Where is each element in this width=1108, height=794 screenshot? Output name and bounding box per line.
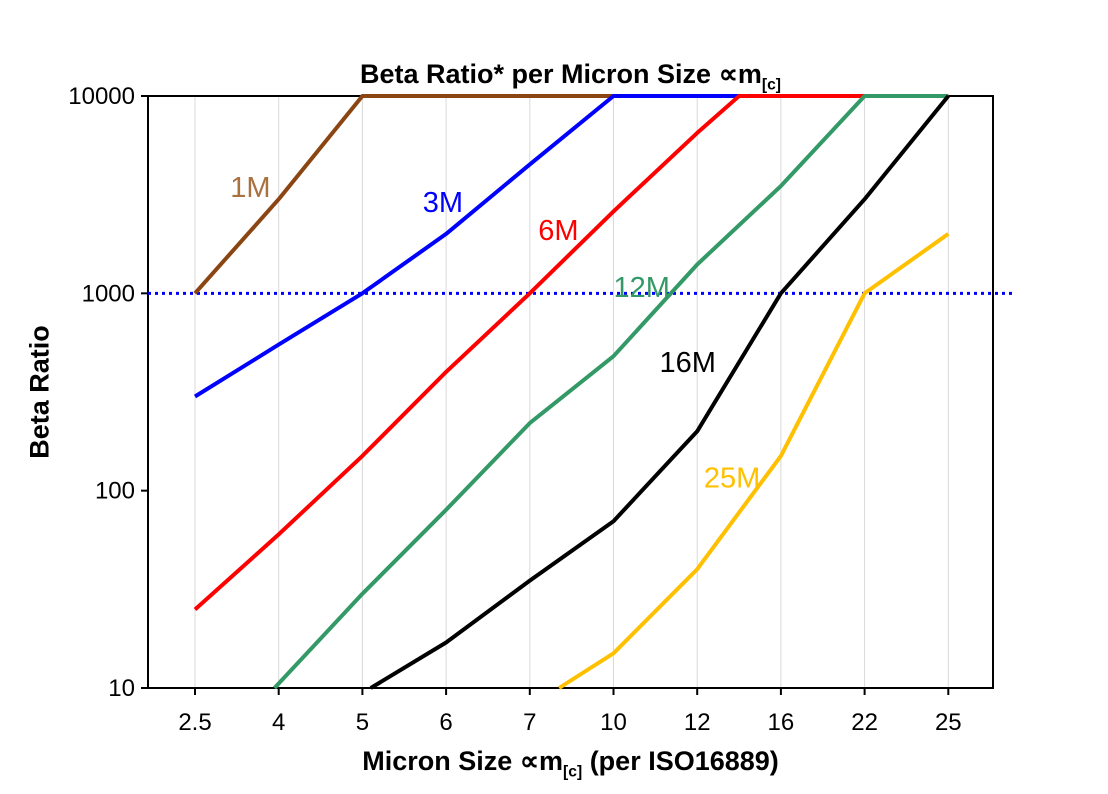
- series-label-6M: 6M: [538, 215, 578, 247]
- series-label-12M: 12M: [614, 272, 670, 304]
- x-tick-label-2.5: 2.5: [178, 709, 211, 736]
- x-axis-title-subscript: [c]: [563, 763, 583, 781]
- y-tick-label-10: 10: [108, 675, 135, 702]
- x-tick-label-7: 7: [523, 709, 536, 736]
- series-line-3M: [193, 94, 949, 399]
- chart-title-text: Beta Ratio* per Micron Size ∝m: [359, 59, 762, 89]
- x-tick-label-22: 22: [851, 709, 878, 736]
- x-tick-label-12: 12: [684, 709, 711, 736]
- x-tick-label-10: 10: [600, 709, 627, 736]
- y-tick-label-1000: 1000: [82, 280, 135, 307]
- chart-title-subscript: [c]: [761, 76, 782, 94]
- series-label-1M: 1M: [230, 172, 270, 204]
- x-axis-title: Micron Size ∝m[c] (per ISO16889): [148, 746, 993, 781]
- series-label-25M: 25M: [704, 462, 760, 494]
- series-line-25M: [558, 232, 950, 690]
- y-tick-label-10000: 10000: [68, 83, 135, 110]
- x-axis-title-suffix: (per ISO16889): [582, 746, 779, 776]
- x-tick-label-5: 5: [356, 709, 369, 736]
- x-tick-label-4: 4: [272, 709, 285, 736]
- x-tick-label-25: 25: [935, 709, 962, 736]
- x-tick-label-16: 16: [768, 709, 795, 736]
- series-line-6M: [193, 94, 949, 611]
- series-label-16M: 16M: [660, 347, 716, 379]
- x-tick-label-6: 6: [439, 709, 452, 736]
- y-tick-label-100: 100: [95, 478, 135, 505]
- series-line-12M: [273, 94, 949, 690]
- series-line-16M: [369, 94, 950, 690]
- chart-title: Beta Ratio* per Micron Size ∝m[c]: [148, 59, 993, 94]
- x-axis-title-text: Micron Size ∝m: [362, 746, 564, 776]
- series-label-3M: 3M: [423, 187, 463, 219]
